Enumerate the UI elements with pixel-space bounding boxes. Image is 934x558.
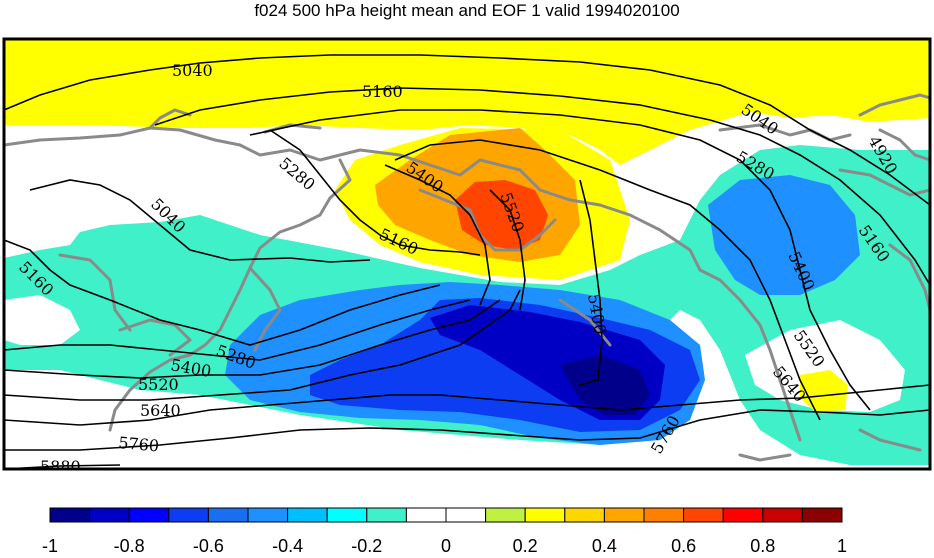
shade-yellow-top: [4, 39, 930, 165]
shade-white-left: [4, 295, 80, 345]
colorbar-swatch: [722, 507, 764, 523]
colorbar-swatch: [49, 507, 91, 523]
colorbar-swatch: [89, 507, 130, 523]
shade-skyblue-right: [708, 175, 860, 295]
colorbar-swatch: [287, 507, 328, 523]
colorbar-tick-label: 0.6: [671, 536, 696, 556]
colorbar-swatch: [128, 507, 170, 523]
colorbar-swatch: [326, 507, 368, 523]
contour-label: 5040: [172, 61, 213, 80]
shade-navy: [560, 355, 650, 415]
colorbar-tick-label: 1: [837, 536, 847, 556]
contour-label: 5520: [138, 375, 179, 394]
colorbar: -1 -0.8 -0.6 -0.4 -0.2 0 0.2 0.4 0.6 0.8 1: [42, 507, 847, 556]
colorbar-swatch: [801, 507, 843, 523]
colorbar-swatch: [643, 507, 685, 523]
colorbar-tick-label: -0.6: [193, 536, 224, 556]
shade-yellow-right: [800, 370, 848, 412]
colorbar-tick-label: 0.8: [750, 536, 775, 556]
colorbar-swatch: [564, 507, 605, 523]
colorbar-tick-label: 0.2: [513, 536, 538, 556]
colorbar-tick-label: -0.4: [272, 536, 303, 556]
map-field: 5040 5160 5040 4920 5280 5400 5520 5040 …: [4, 39, 930, 476]
contour-label: 5160: [362, 82, 403, 101]
colorbar-swatch: [207, 507, 249, 523]
contour-label: 5760: [118, 433, 160, 455]
colorbar-swatch: [405, 507, 447, 523]
colorbar-swatch: [366, 507, 407, 523]
colorbar-tick-label: -0.2: [351, 536, 382, 556]
colorbar-tick-label: 0.4: [592, 536, 617, 556]
map-frame: [2, 37, 932, 471]
colorbar-swatch: [683, 507, 724, 523]
shade-white-right: [745, 320, 905, 412]
colorbar-swatch: [524, 507, 566, 523]
colorbar-swatch: [762, 507, 803, 523]
coastlines: [4, 93, 930, 462]
map-title: f024 500 hPa height mean and EOF 1 valid…: [254, 1, 680, 20]
colorbar-swatch: [247, 507, 289, 523]
colorbar-tick-label: -1: [42, 536, 58, 556]
colorbar-swatch: [445, 507, 487, 523]
contour-label: 5640: [140, 401, 181, 420]
colorbar-swatch: [603, 507, 645, 523]
colorbar-swatch: [168, 507, 209, 523]
colorbar-tick-label: -0.8: [114, 536, 145, 556]
contour-label: 5880: [40, 457, 81, 476]
colorbar-swatch: [485, 507, 526, 523]
colorbar-tick-label: 0: [441, 536, 451, 556]
